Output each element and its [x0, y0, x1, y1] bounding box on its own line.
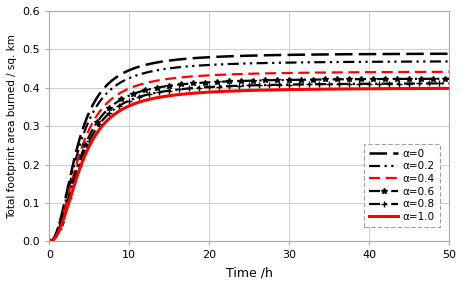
α=0.2 [230, 62, 236, 65]
α=0.2 [434, 60, 440, 63]
α=0 [67, 177, 72, 180]
α=0.8 [361, 82, 367, 86]
α=0.6 [446, 77, 452, 80]
α=0.8 [435, 82, 440, 85]
α=0 [435, 52, 440, 55]
Line: α=0.4: α=0.4 [49, 72, 449, 241]
α=1.0 [361, 87, 367, 90]
α=0 [241, 54, 246, 57]
α=0.2 [446, 60, 452, 63]
α=0 [434, 52, 440, 55]
α=0.2 [241, 62, 246, 65]
α=0.6 [361, 78, 367, 81]
α=0.8 [434, 82, 440, 85]
α=0 [230, 54, 236, 58]
α=0 [361, 52, 367, 56]
α=0.6 [67, 192, 72, 195]
α=0.6 [434, 77, 440, 80]
Line: α=1.0: α=1.0 [49, 88, 449, 241]
α=0.8 [230, 84, 236, 88]
α=0.4 [446, 70, 452, 74]
α=0.4 [434, 70, 440, 74]
α=1.0 [434, 87, 440, 90]
α=0 [446, 52, 452, 55]
α=0.8 [46, 240, 52, 243]
α=0.2 [435, 60, 440, 63]
α=0.8 [67, 195, 72, 198]
α=0.4 [361, 70, 367, 74]
α=0.6 [435, 77, 440, 80]
α=0.4 [435, 70, 440, 74]
α=0.2 [46, 240, 52, 243]
Line: α=0: α=0 [49, 54, 449, 241]
α=0 [46, 240, 52, 243]
α=0.6 [241, 79, 246, 83]
α=1.0 [230, 89, 236, 93]
α=1.0 [435, 87, 440, 90]
Legend: α=0, α=0.2, α=0.4, α=0.6, α=0.8, α=1.0: α=0, α=0.2, α=0.4, α=0.6, α=0.8, α=1.0 [364, 144, 440, 227]
α=1.0 [67, 198, 72, 202]
α=1.0 [241, 89, 246, 92]
α=1.0 [446, 87, 452, 90]
α=0.8 [446, 82, 452, 85]
Line: α=0.8: α=0.8 [46, 80, 452, 245]
α=0.4 [67, 188, 72, 191]
α=0.4 [241, 72, 246, 76]
α=1.0 [46, 240, 52, 243]
α=0.4 [230, 73, 236, 76]
α=0.2 [67, 182, 72, 186]
Y-axis label: Total footprint area burned / sq. km: Total footprint area burned / sq. km [7, 34, 17, 219]
α=0.6 [230, 80, 236, 83]
α=0.8 [241, 84, 246, 87]
α=0.4 [46, 240, 52, 243]
α=0.2 [361, 60, 367, 63]
X-axis label: Time /h: Time /h [226, 266, 273, 279]
Line: α=0.6: α=0.6 [46, 76, 452, 244]
α=0.6 [46, 240, 52, 243]
Line: α=0.2: α=0.2 [49, 61, 449, 241]
